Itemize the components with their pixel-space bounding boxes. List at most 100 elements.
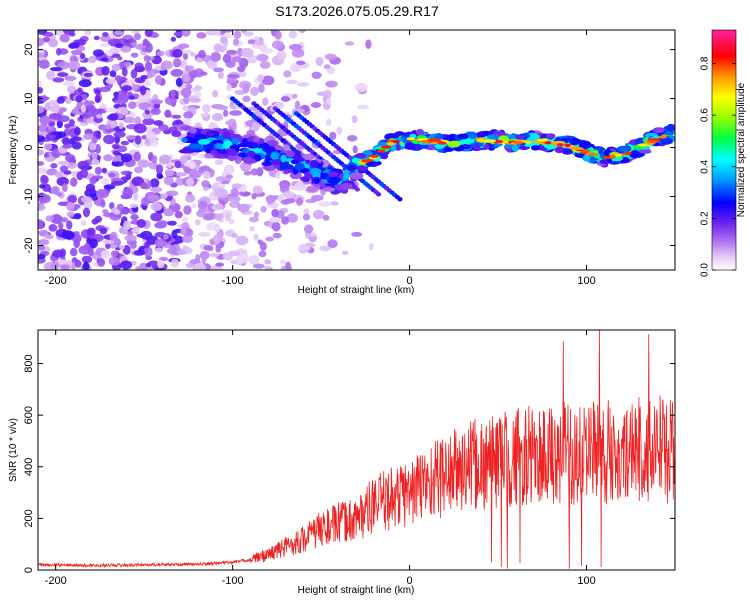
noise-blob [151,155,158,164]
noise-blob [43,261,57,270]
noise-blob [54,30,63,36]
noise-blob [185,177,195,187]
snr-ytick-label: 0 [23,567,35,573]
snr-ytick-label: 800 [23,354,35,372]
noise-blob [130,242,137,249]
noise-blob [222,53,232,64]
noise-blob [271,40,284,50]
noise-blob [243,31,254,37]
noise-blob [123,220,132,231]
noise-blob [254,39,264,46]
noise-blob [110,180,124,186]
noise-blob [165,190,179,197]
noise-blob [96,114,103,119]
noise-blob [203,244,214,251]
noise-blob [108,257,120,266]
streak-blob [397,197,403,202]
noise-blob [248,216,260,223]
noise-blob [145,262,152,268]
noise-blob [199,113,209,118]
noise-blob [120,140,130,146]
ridge-blob [554,146,564,154]
noise-blob [242,83,250,94]
noise-blob [171,130,182,137]
noise-blob [286,79,298,84]
noise-blob [230,187,239,198]
noise-blob [139,85,147,96]
noise-blob [150,202,163,211]
noise-blob [252,185,263,195]
noise-blob [112,154,123,164]
ridge-blob [222,131,231,140]
noise-blob [153,120,164,126]
noise-blob [176,249,186,255]
noise-blob [56,47,62,56]
noise-blob [215,244,222,253]
noise-blob [100,57,109,62]
noise-blob [229,110,243,116]
noise-blob [173,31,183,37]
noise-blob [215,262,225,267]
ridge-blob [243,141,256,147]
noise-blob [168,244,177,255]
noise-blob [105,242,111,250]
streak-blob [354,187,360,192]
noise-blob [237,203,250,213]
noise-blob [336,126,343,135]
noise-blob [38,244,45,251]
noise-blob [294,100,301,111]
noise-blob [241,191,250,197]
noise-blob [180,87,192,98]
noise-blob [325,80,338,88]
noise-blob [264,259,272,265]
noise-blob [124,234,137,242]
ridge-blob [322,187,336,192]
noise-blob [91,153,98,161]
noise-blob [283,70,292,78]
ridge-peak [377,149,386,153]
noise-blob [133,123,147,134]
ridge-blob [427,144,435,151]
noise-blob [181,30,191,37]
noise-blob [181,49,193,54]
noise-blob [114,30,124,36]
noise-blob [143,55,151,62]
spectrogram-ytick-label: 0 [23,144,35,150]
noise-blob [242,95,251,103]
noise-blob [344,41,355,46]
noise-blob [40,174,48,185]
noise-blob [86,118,94,124]
ridge-blob [282,144,291,151]
ridge-blob [318,180,326,188]
noise-blob [351,231,363,237]
snr-ytick-label: 400 [23,458,35,476]
noise-blob [182,216,189,223]
noise-blob [159,154,171,165]
noise-blob [201,180,210,188]
ridge-blob [402,132,410,138]
noise-blob [144,241,151,248]
colorbar-tick-label: 0.6 [700,108,711,122]
noise-blob [167,220,177,226]
noise-blob [222,252,232,260]
ridge-blob [285,150,295,158]
noise-blob [57,115,70,123]
noise-blob [281,216,290,225]
noise-blob [43,143,53,151]
noise-blob [198,231,211,237]
noise-blob [99,227,108,235]
noise-blob [262,97,269,106]
ridge-blob [189,138,202,145]
ridge-blob [219,149,228,154]
noise-blob [71,49,83,56]
noise-blob [80,220,87,226]
noise-blob [113,209,121,215]
noise-blob [170,36,176,42]
noise-blob [150,212,163,222]
noise-blob [325,98,331,105]
ridge-blob [617,145,631,152]
noise-blob [365,39,372,49]
noise-blob [312,209,325,220]
ridge-peak [564,143,571,147]
ridge-blob [181,137,188,143]
